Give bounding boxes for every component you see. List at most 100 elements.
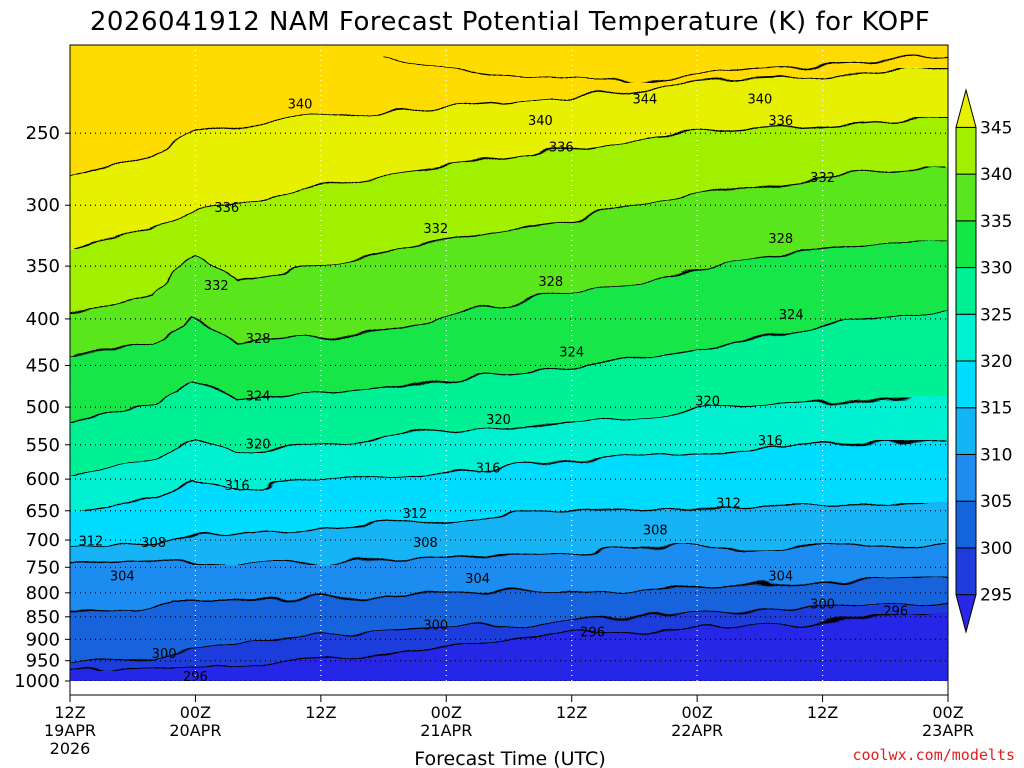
contour-label-320: 320 xyxy=(695,395,720,410)
contour-300 xyxy=(70,601,948,664)
y-tick-label: 800 xyxy=(26,583,60,604)
colorbar-swatch xyxy=(955,500,977,549)
x-tick-date: 22APR xyxy=(671,721,723,740)
contour-336 xyxy=(70,116,948,250)
contour-label-316: 316 xyxy=(758,434,783,449)
contour-304 xyxy=(70,576,948,616)
contour-324 xyxy=(70,310,948,424)
colorbar-tick-label: 295 xyxy=(980,586,1012,606)
contour-316 xyxy=(70,439,948,512)
contour-332 xyxy=(70,165,948,315)
contour-label-336: 336 xyxy=(549,141,574,156)
contour-label-316: 316 xyxy=(476,462,501,477)
contour-label-332: 332 xyxy=(810,171,835,186)
contour-328 xyxy=(70,239,948,358)
plot-area xyxy=(70,45,948,681)
x-tick-date: 23APR xyxy=(922,721,974,740)
x-tick-label: 00Z xyxy=(431,703,462,722)
x-tick-label: 12Z xyxy=(556,703,587,722)
contour-label-308: 308 xyxy=(141,536,166,551)
contour-344 xyxy=(383,54,948,84)
x-tick-year: 2026 xyxy=(50,739,91,758)
y-tick-label: 650 xyxy=(26,501,60,522)
colorbar-swatch xyxy=(955,453,977,502)
contour-label-324: 324 xyxy=(779,308,804,323)
colorbar-tick-label: 320 xyxy=(980,352,1012,372)
y-tick-label: 950 xyxy=(26,651,60,672)
chart-title: 2026041912 NAM Forecast Potential Temper… xyxy=(90,7,930,37)
contour-label-308: 308 xyxy=(643,523,668,538)
y-tick-label: 550 xyxy=(26,435,60,456)
grid-lines xyxy=(70,45,948,681)
band-above-340 xyxy=(70,45,948,178)
colorbar-arrow-low xyxy=(955,594,977,634)
contour-320 xyxy=(70,396,948,477)
x-tick-label: 12Z xyxy=(305,703,336,722)
colorbar-tick-label: 315 xyxy=(980,399,1012,419)
y-tick-label: 450 xyxy=(26,356,60,377)
contour-label-296: 296 xyxy=(183,670,208,685)
colorbar-arrow-high xyxy=(955,88,977,128)
colorbar-tick-label: 310 xyxy=(980,445,1012,465)
credit-text: coolwx.com/modelts xyxy=(852,746,1015,764)
contour-label-312: 312 xyxy=(78,535,103,550)
contour-296 xyxy=(70,613,948,672)
contour-label-312: 312 xyxy=(716,497,741,512)
colorbar-tick-label: 335 xyxy=(980,212,1012,232)
x-tick-date: 19APR xyxy=(44,721,96,740)
contour-label-332: 332 xyxy=(423,222,448,237)
contour-label-340: 340 xyxy=(747,93,772,108)
x-tick-label: 12Z xyxy=(54,703,85,722)
temperature-bands xyxy=(70,45,948,681)
contour-label-328: 328 xyxy=(768,232,793,247)
contour-label-320: 320 xyxy=(486,413,511,428)
x-tick-date: 20APR xyxy=(169,721,221,740)
colorbar-swatch xyxy=(955,173,977,222)
contour-312 xyxy=(70,502,948,550)
x-tick-date: 21APR xyxy=(420,721,472,740)
x-axis-label: Forecast Time (UTC) xyxy=(414,748,605,768)
x-tick-label: 00Z xyxy=(932,703,963,722)
contour-label-328: 328 xyxy=(538,275,563,290)
contour-label-328: 328 xyxy=(246,332,271,347)
y-tick-label: 250 xyxy=(26,123,60,144)
colorbar-tick-label: 340 xyxy=(980,165,1012,185)
colorbar-tick-label: 325 xyxy=(980,305,1012,325)
y-axis-ticks: 2503003504004505005506006507007508008509… xyxy=(14,123,70,692)
x-tick-label: 00Z xyxy=(681,703,712,722)
colorbar-tick-label: 305 xyxy=(980,492,1012,512)
colorbar-tick-label: 345 xyxy=(980,118,1012,138)
colorbar-swatch xyxy=(955,313,977,362)
y-tick-label: 850 xyxy=(26,607,60,628)
colorbar-tick-label: 330 xyxy=(980,259,1012,279)
contour-labels: 296 296 296 300 300 300 304 304 304 308 308 308 312 3… xyxy=(78,93,908,685)
contour-label-300: 300 xyxy=(423,619,448,634)
isentrope-contours xyxy=(70,54,948,672)
band-above-344 xyxy=(363,45,948,83)
x-tick-label: 00Z xyxy=(180,703,211,722)
colorbar-swatch xyxy=(955,407,977,455)
contour-label-300: 300 xyxy=(152,647,177,662)
colorbar-tick-label: 300 xyxy=(980,539,1012,559)
contour-label-324: 324 xyxy=(559,346,584,361)
x-tick-label: 12Z xyxy=(807,703,838,722)
contour-label-304: 304 xyxy=(110,569,135,584)
y-tick-label: 300 xyxy=(26,195,60,216)
y-tick-label: 900 xyxy=(26,629,60,650)
y-tick-label: 600 xyxy=(26,469,60,490)
y-tick-label: 350 xyxy=(26,256,60,277)
y-tick-label: 750 xyxy=(26,557,60,578)
colorbar: 295 300 305 310 315 320 325 330 335 340 345 xyxy=(955,88,1012,634)
contour-label-300: 300 xyxy=(810,597,835,612)
contour-label-304: 304 xyxy=(768,569,793,584)
contour-label-340: 340 xyxy=(288,98,313,113)
contour-label-296: 296 xyxy=(580,625,605,640)
contour-label-332: 332 xyxy=(204,279,229,294)
contour-label-336: 336 xyxy=(214,201,239,216)
contour-label-336: 336 xyxy=(768,114,793,129)
y-tick-label: 1000 xyxy=(14,671,60,692)
contour-label-324: 324 xyxy=(246,390,271,405)
contour-label-304: 304 xyxy=(465,572,490,587)
